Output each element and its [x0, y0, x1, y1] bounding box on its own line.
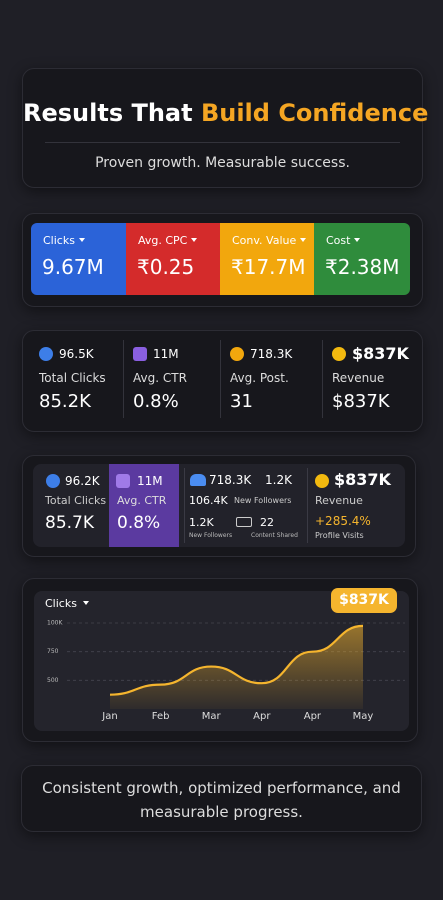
shares: 1.2K: [265, 473, 292, 487]
separator: [307, 468, 308, 543]
label: Revenue: [315, 494, 363, 507]
metric-label: Avg. CTR: [133, 371, 187, 385]
growth: +285.4%: [315, 514, 371, 528]
metric-badge: 96.5K: [59, 347, 94, 361]
icon: [230, 347, 244, 361]
label: New Followers: [189, 532, 233, 539]
x-tick-label: Mar: [202, 711, 222, 722]
dropdown-icon: [78, 238, 85, 242]
badge: 11M: [137, 474, 163, 488]
kpi-tile: Cost ₹2.38M: [314, 223, 410, 295]
area: [110, 625, 363, 709]
kpi-value: ₹17.7M: [231, 255, 306, 279]
social-card: [22, 455, 416, 557]
icon: [332, 347, 346, 361]
chart-title: Clicks: [45, 597, 77, 610]
dropdown-icon: [83, 601, 89, 605]
footer-text: Consistent growth, optimized performance…: [42, 779, 401, 821]
metric-label: Avg. Post.: [230, 371, 289, 385]
icon: [236, 517, 252, 527]
icon: [315, 474, 329, 488]
value: 0.8%: [117, 513, 161, 533]
metrics-card: [22, 330, 423, 432]
value: 85.7K: [45, 513, 94, 533]
dropdown-icon: [354, 238, 361, 242]
y-tick-label: 750: [47, 648, 59, 655]
separator: [220, 340, 221, 418]
icon: [190, 474, 206, 486]
title-start: Results That: [23, 99, 193, 127]
divider: [45, 142, 400, 143]
separator: [322, 340, 323, 418]
kpi-label: Avg. CPC: [138, 234, 198, 247]
label: Profile Visits: [315, 531, 364, 540]
label: Avg. CTR: [117, 494, 167, 507]
reach: 106.4K: [189, 494, 228, 507]
icon: [46, 474, 60, 488]
y-tick-label: 500: [47, 677, 59, 684]
revenue: $837K: [334, 470, 391, 489]
kpi-label: Cost: [326, 234, 361, 247]
chart: Clicks 500 750 100K Jan Feb Mar Apr Apr May: [45, 597, 405, 722]
x-tick-label: Apr: [253, 711, 271, 722]
y-tick-label: 100K: [47, 620, 63, 627]
new-followers: 1.2K: [189, 516, 214, 529]
dropdown-icon: [191, 238, 198, 242]
kpi-value: ₹0.25: [137, 255, 195, 279]
x-tick-label: Feb: [152, 711, 170, 722]
x-tick-label: Jan: [101, 711, 117, 722]
chart-annotation: $837K: [331, 588, 397, 613]
kpi-value: ₹2.38M: [325, 255, 400, 279]
metric-label: Revenue: [332, 371, 385, 385]
content: 22: [260, 516, 274, 529]
icon: [116, 474, 130, 488]
kpi-label: Clicks: [43, 234, 85, 247]
kpi-value: 9.67M: [42, 255, 104, 279]
x-tick-label: Apr: [304, 711, 322, 722]
title-highlight: Build Confidence: [200, 99, 429, 127]
line: [109, 624, 364, 696]
badge: 96.2K: [65, 474, 100, 488]
label: Total Clicks: [45, 494, 107, 507]
footer-card: Consistent growth, optimized performance…: [21, 765, 422, 832]
kpi-label: Conv. Value: [232, 234, 307, 247]
icon: [133, 347, 147, 361]
metric-value: 85.2K: [39, 391, 91, 412]
dropdown-icon: [300, 238, 307, 242]
kpi-tile: Clicks 9.67M: [31, 223, 126, 295]
subtitle: Proven growth. Measurable success.: [95, 155, 350, 171]
metric-label: Total Clicks: [39, 371, 106, 385]
metric-badge: 718.3K: [250, 347, 293, 361]
x-tick-label: May: [353, 711, 374, 722]
followers: 718.3K: [209, 473, 252, 487]
separator: [123, 340, 124, 418]
metric-badge: 11M: [153, 347, 179, 361]
kpi-tile: Avg. CPC ₹0.25: [126, 223, 220, 295]
header-card: Results That Build Confidence Proven gro…: [22, 68, 428, 188]
kpi-tile: Conv. Value ₹17.7M: [220, 223, 314, 295]
headline: Results That Build Confidence: [23, 99, 428, 127]
metric-value: $837K: [332, 391, 390, 412]
label: New Followers: [234, 496, 292, 505]
metric-value: 0.8%: [133, 391, 179, 412]
icon: [39, 347, 53, 361]
label: Content Shared: [251, 532, 298, 539]
social-inner: [33, 464, 405, 547]
metric-value: 31: [230, 391, 253, 412]
metric-badge: $837K: [352, 344, 409, 363]
separator: [184, 468, 185, 543]
